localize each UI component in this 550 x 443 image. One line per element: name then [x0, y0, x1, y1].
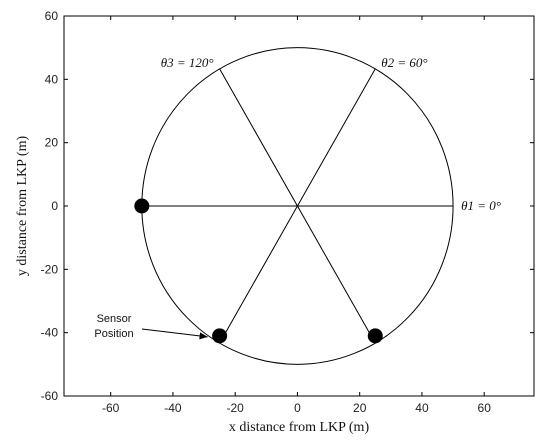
ticks: -60 -40 -20 0 20 40 60 -60 -40 -20 0 20 40 60: [41, 9, 534, 415]
y-tick-label: -20: [41, 262, 59, 276]
y-tick-label: 0: [51, 199, 58, 213]
y-axis-label: y distance from LKP (m): [15, 136, 30, 277]
sensor-annotation-arrowhead: [199, 332, 208, 340]
y-tick-label: 20: [45, 136, 59, 150]
x-tick-label: 20: [353, 401, 367, 415]
sensor-point: [134, 198, 150, 214]
y-tick-label: 60: [45, 9, 59, 23]
x-tick-label: -40: [164, 401, 182, 415]
sensor-point: [367, 328, 383, 344]
x-axis-label: x distance from LKP (m): [229, 420, 370, 435]
y-tick-label: -40: [41, 326, 59, 340]
ray-label: θ1 = 0°: [461, 198, 501, 213]
sensor-annotation-arrow: [141, 328, 208, 338]
x-tick-label: 60: [478, 401, 492, 415]
ray-label: θ3 = 120°: [161, 55, 214, 70]
ray-label: θ2 = 60°: [381, 55, 427, 70]
sensor-annotation-line1: Sensor: [97, 313, 132, 325]
plot-content: θ1 = 0° θ2 = 60° θ3 = 120°: [134, 47, 501, 365]
x-tick-label: 40: [415, 401, 429, 415]
y-tick-label: 40: [45, 72, 59, 86]
sensor-point: [212, 328, 228, 344]
sensor-annotation-line2: Position: [94, 328, 133, 340]
x-tick-label: 0: [294, 401, 301, 415]
y-tick-label: -60: [41, 389, 59, 403]
search-ray: [219, 68, 376, 344]
x-tick-label: -60: [102, 401, 120, 415]
x-tick-label: -20: [227, 401, 245, 415]
